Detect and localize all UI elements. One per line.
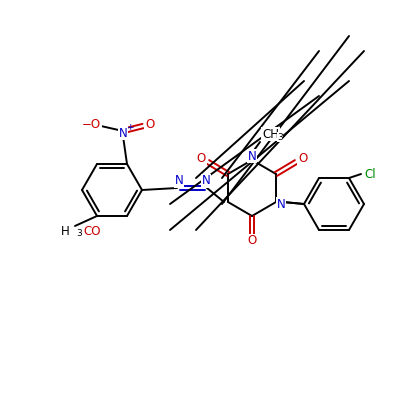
Text: Cl: Cl	[364, 168, 376, 180]
Text: CO: CO	[83, 226, 100, 238]
Text: O: O	[145, 118, 155, 130]
Text: −O: −O	[82, 118, 100, 130]
Text: CH: CH	[262, 128, 279, 140]
Text: +: +	[126, 122, 134, 132]
Text: 3: 3	[277, 132, 283, 142]
Text: N: N	[277, 198, 285, 210]
Text: N: N	[248, 150, 256, 162]
Text: H: H	[61, 226, 70, 238]
Text: O: O	[298, 152, 308, 166]
Text: 3: 3	[76, 230, 82, 238]
Text: N: N	[202, 174, 210, 188]
Text: N: N	[175, 174, 183, 188]
Text: O: O	[196, 152, 206, 166]
Text: N: N	[119, 126, 127, 140]
Text: O: O	[247, 234, 257, 248]
